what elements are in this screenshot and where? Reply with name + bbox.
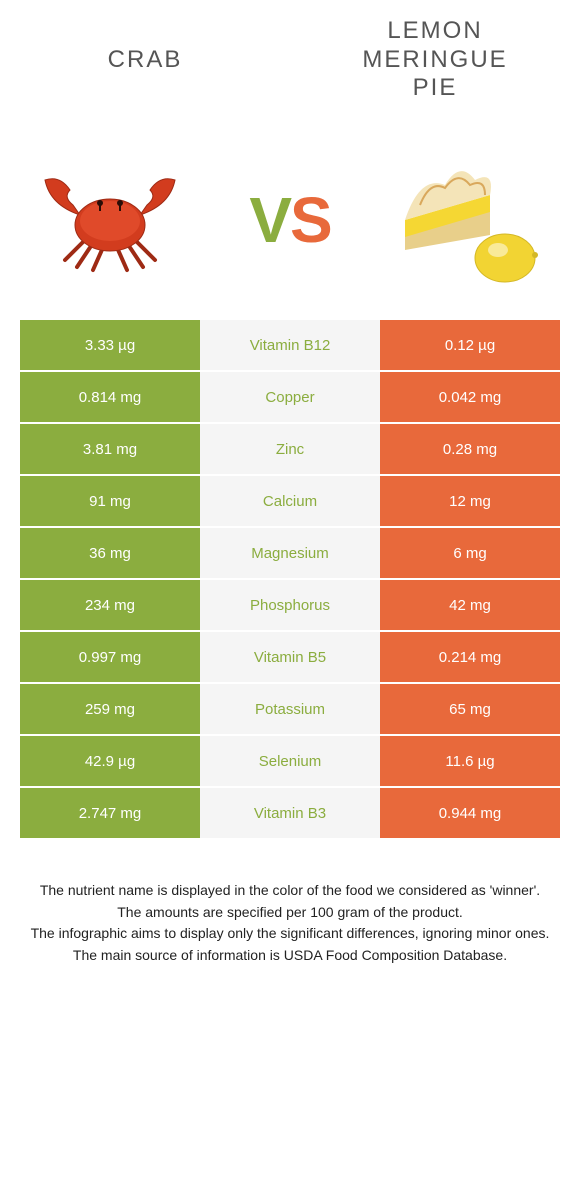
- table-row: 36 mgMagnesium6 mg: [20, 528, 560, 580]
- header-right-l2: MERINGUE: [362, 46, 507, 73]
- vs-badge: VS: [249, 183, 330, 257]
- table-row: 0.814 mgCopper0.042 mg: [20, 372, 560, 424]
- images-row: VS: [0, 120, 580, 320]
- cell-nutrient-label: Potassium: [200, 684, 380, 734]
- cell-right-value: 65 mg: [380, 684, 560, 734]
- cell-nutrient-label: Zinc: [200, 424, 380, 474]
- cell-nutrient-label: Calcium: [200, 476, 380, 526]
- cell-nutrient-label: Vitamin B12: [200, 320, 380, 370]
- header-row: CRAB LEMON MERINGUE PIE: [0, 0, 580, 120]
- cell-right-value: 0.12 µg: [380, 320, 560, 370]
- cell-right-value: 6 mg: [380, 528, 560, 578]
- cell-left-value: 36 mg: [20, 528, 200, 578]
- table-row: 0.997 mgVitamin B50.214 mg: [20, 632, 560, 684]
- table-row: 234 mgPhosphorus42 mg: [20, 580, 560, 632]
- footnote-1: The nutrient name is displayed in the co…: [30, 880, 550, 902]
- header-right: LEMON MERINGUE PIE: [290, 17, 580, 103]
- table-row: 259 mgPotassium65 mg: [20, 684, 560, 736]
- table-row: 3.33 µgVitamin B120.12 µg: [20, 320, 560, 372]
- cell-left-value: 91 mg: [20, 476, 200, 526]
- footnote-3: The infographic aims to display only the…: [30, 923, 550, 945]
- table-row: 42.9 µgSelenium11.6 µg: [20, 736, 560, 788]
- cell-nutrient-label: Selenium: [200, 736, 380, 786]
- cell-left-value: 42.9 µg: [20, 736, 200, 786]
- pie-image: [390, 140, 550, 300]
- table-row: 3.81 mgZinc0.28 mg: [20, 424, 560, 476]
- cell-left-value: 0.814 mg: [20, 372, 200, 422]
- cell-left-value: 3.33 µg: [20, 320, 200, 370]
- cell-right-value: 12 mg: [380, 476, 560, 526]
- footnote-4: The main source of information is USDA F…: [30, 945, 550, 967]
- header-left: CRAB: [0, 46, 290, 75]
- table-row: 91 mgCalcium12 mg: [20, 476, 560, 528]
- footnote-2: The amounts are specified per 100 gram o…: [30, 902, 550, 924]
- cell-nutrient-label: Vitamin B3: [200, 788, 380, 838]
- header-right-l1: LEMON: [387, 17, 482, 44]
- cell-left-value: 0.997 mg: [20, 632, 200, 682]
- header-right-l3: PIE: [413, 74, 458, 101]
- nutrient-table: 3.33 µgVitamin B120.12 µg0.814 mgCopper0…: [0, 320, 580, 840]
- cell-right-value: 0.28 mg: [380, 424, 560, 474]
- crab-icon: [35, 165, 185, 275]
- footnotes: The nutrient name is displayed in the co…: [0, 840, 580, 967]
- cell-right-value: 42 mg: [380, 580, 560, 630]
- cell-nutrient-label: Magnesium: [200, 528, 380, 578]
- cell-nutrient-label: Phosphorus: [200, 580, 380, 630]
- pie-icon: [390, 150, 550, 290]
- cell-right-value: 11.6 µg: [380, 736, 560, 786]
- vs-v: V: [249, 183, 290, 257]
- cell-left-value: 259 mg: [20, 684, 200, 734]
- cell-right-value: 0.214 mg: [380, 632, 560, 682]
- cell-left-value: 2.747 mg: [20, 788, 200, 838]
- cell-left-value: 234 mg: [20, 580, 200, 630]
- cell-right-value: 0.042 mg: [380, 372, 560, 422]
- cell-nutrient-label: Vitamin B5: [200, 632, 380, 682]
- cell-left-value: 3.81 mg: [20, 424, 200, 474]
- crab-image: [30, 140, 190, 300]
- table-row: 2.747 mgVitamin B30.944 mg: [20, 788, 560, 840]
- cell-nutrient-label: Copper: [200, 372, 380, 422]
- cell-right-value: 0.944 mg: [380, 788, 560, 838]
- vs-s: S: [290, 183, 331, 257]
